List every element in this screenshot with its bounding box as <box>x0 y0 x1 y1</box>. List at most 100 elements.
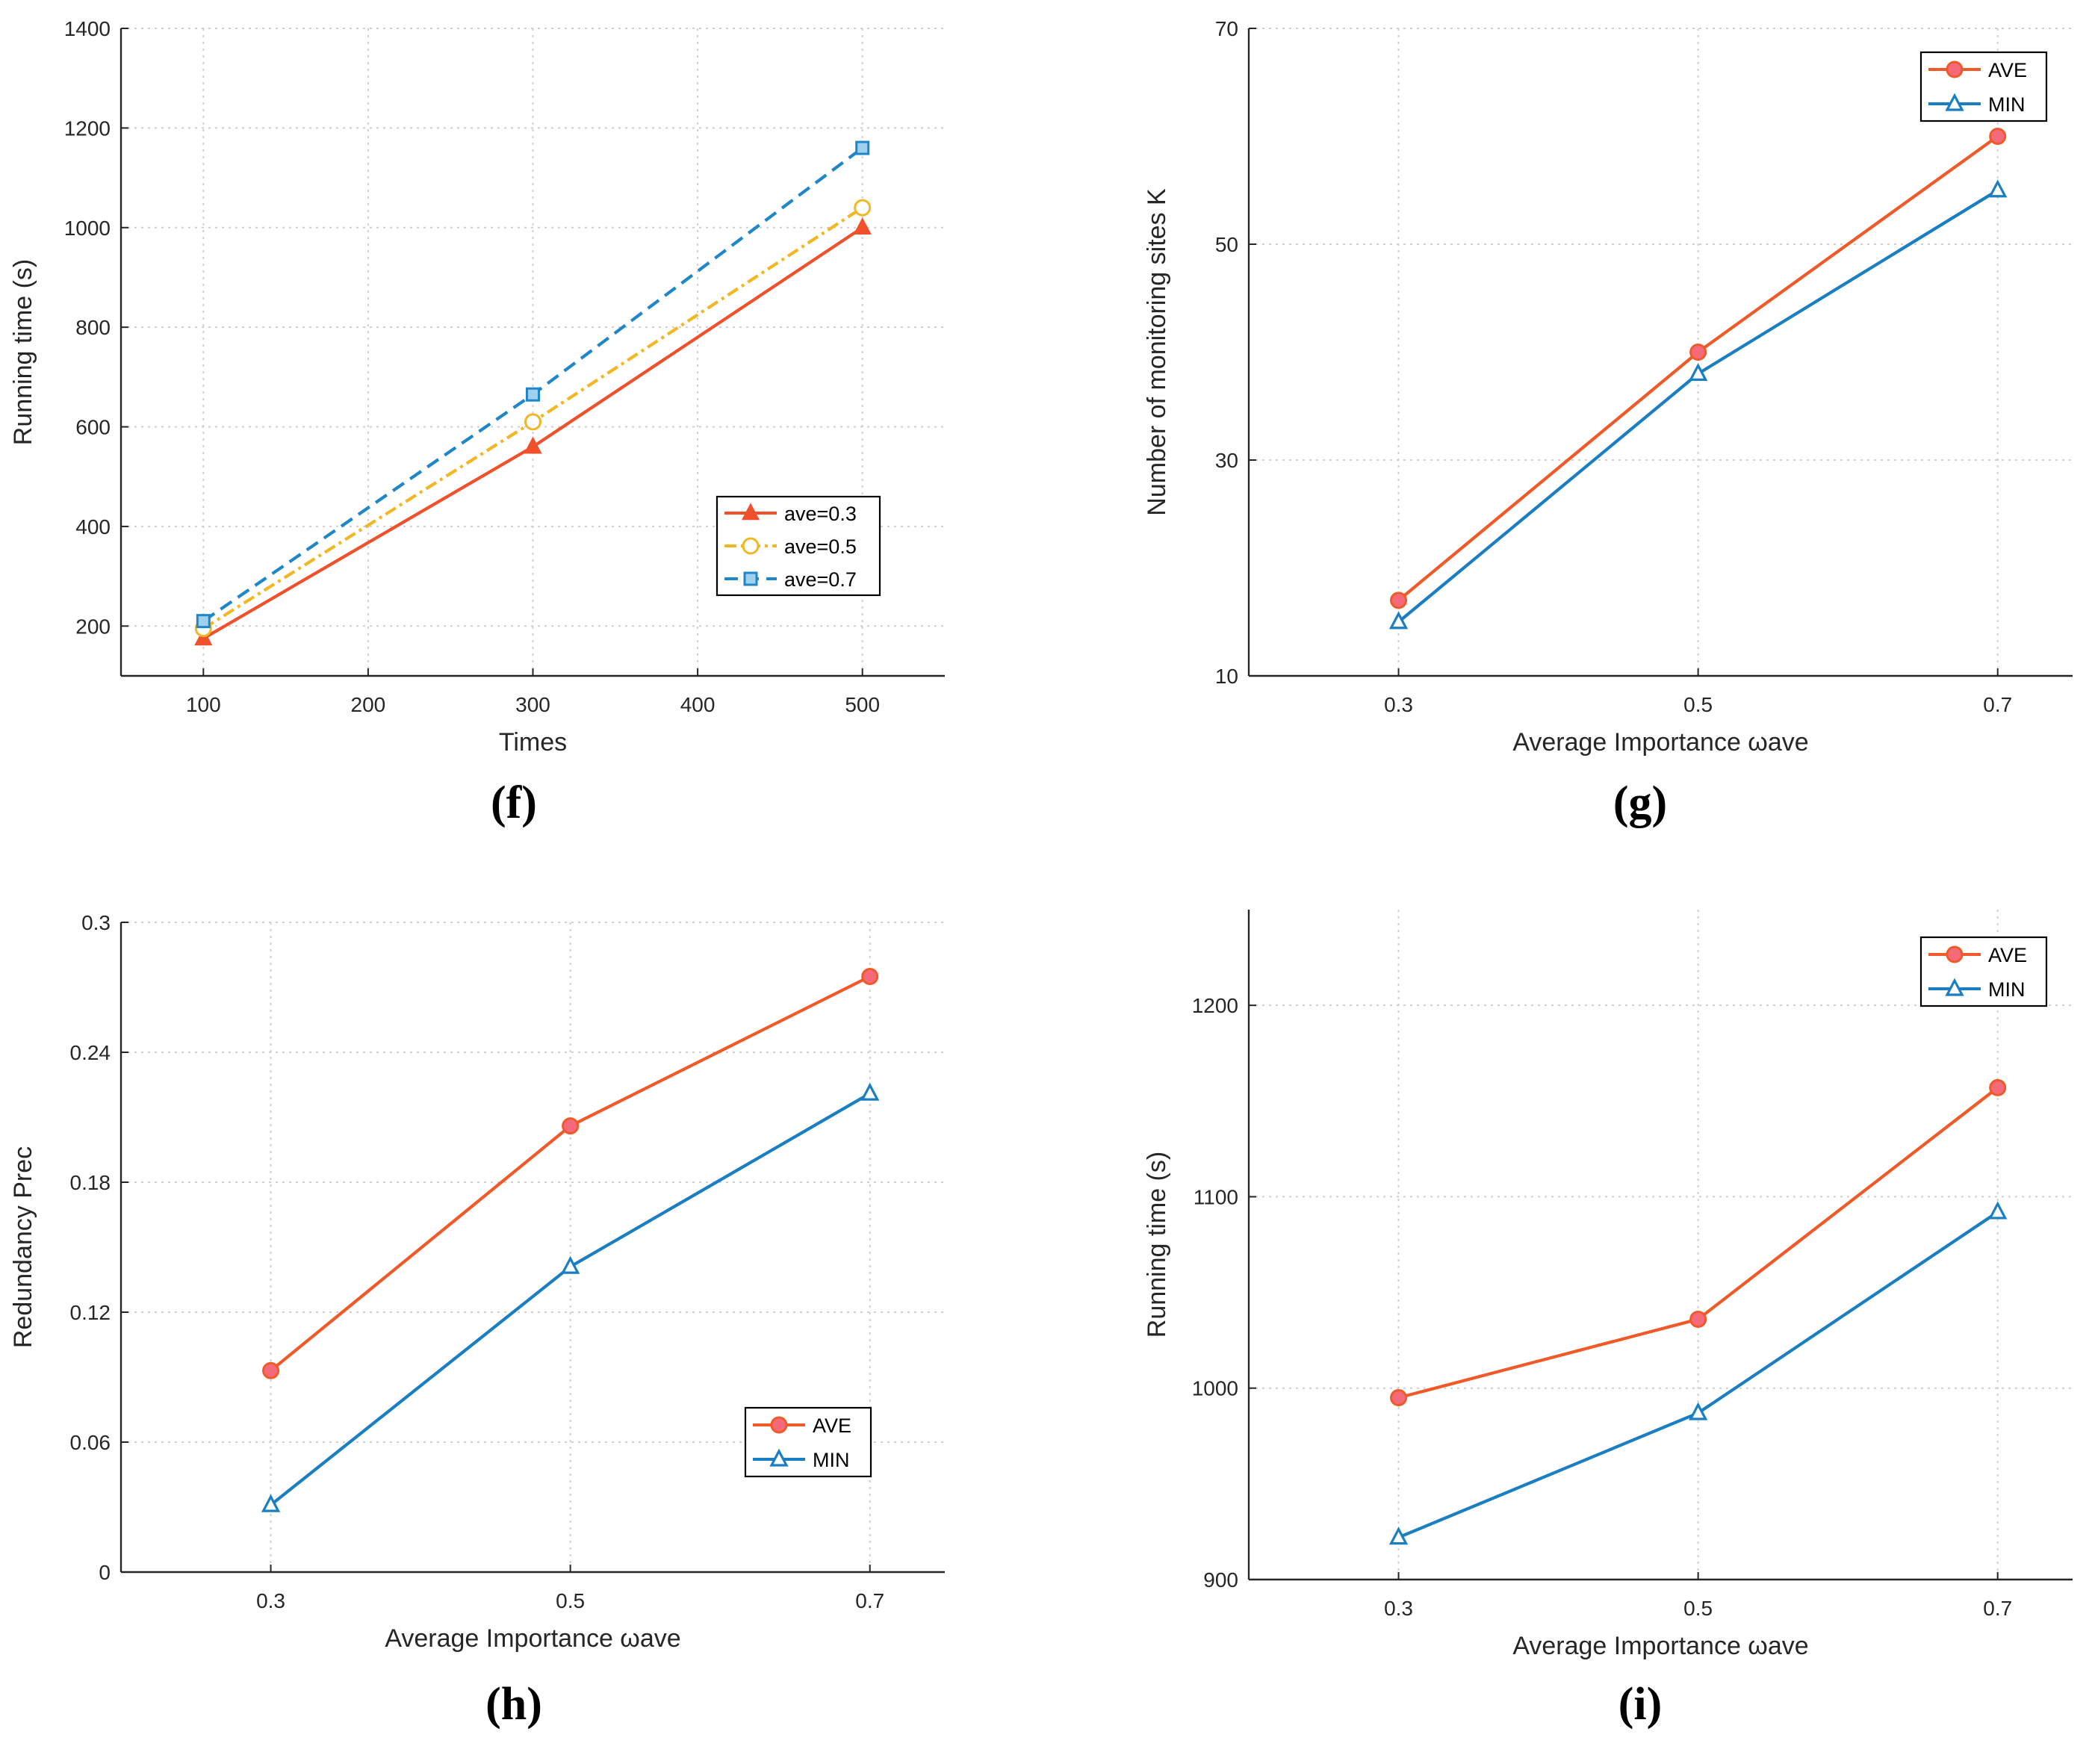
legend-label: MIN <box>813 1449 850 1471</box>
y-axis-label: Number of monitoring sites K <box>1143 188 1171 516</box>
panel-label: (g) <box>1613 777 1667 828</box>
y-axis-label: Running time (s) <box>9 259 37 445</box>
data-point <box>1388 1527 1409 1545</box>
legend-box <box>1919 936 2048 1007</box>
y-tick-label: 600 <box>75 416 111 439</box>
legend-box <box>744 1406 872 1478</box>
y-tick-label: 0 <box>99 1561 111 1584</box>
y-tick-label: 0.24 <box>70 1041 111 1064</box>
y-tick-label: 900 <box>1203 1568 1238 1591</box>
legend-marker <box>1946 60 1964 78</box>
legend: ave=0.3 ave=0.5 ave=0.7 <box>716 495 881 597</box>
x-tick-label: 300 <box>515 693 550 716</box>
legend: AVE MIN <box>744 1406 872 1478</box>
x-tick-label: 500 <box>845 693 880 716</box>
y-tick-label: 10 <box>1215 665 1238 688</box>
y-tick-label: 400 <box>75 515 111 538</box>
chart-i: 0.3 0.5 0.7 900 1000 1100 1200 Average Importan… <box>1143 910 2073 1730</box>
legend-label: ave=0.5 <box>784 535 857 558</box>
y-tick-label: 1400 <box>64 17 111 40</box>
legend-marker <box>769 1448 789 1467</box>
panel-label: (i) <box>1618 1679 1663 1730</box>
y-tick-label: 1200 <box>64 117 111 140</box>
x-axis-label: Times <box>499 728 567 757</box>
chart-f: 100 200 300 400 500 200 400 600 800 1000 1200 1400 T… <box>9 17 945 828</box>
series-line-AVE <box>1398 1086 1999 1400</box>
x-axis-label: Average Importance ωave <box>1512 1632 1808 1660</box>
x-tick-label: 0.3 <box>1384 693 1413 716</box>
legend-label: ave=0.7 <box>784 568 857 591</box>
data-point <box>1388 611 1409 630</box>
x-tick-label: 0.7 <box>1983 693 2012 716</box>
data-point <box>1988 179 2008 198</box>
y-tick-label: 1100 <box>1194 1185 1238 1208</box>
panel-label: (f) <box>491 777 537 828</box>
legend-marker <box>1945 93 1964 111</box>
legend-label: AVE <box>1988 59 2027 81</box>
legend: AVE MIN <box>1919 51 2048 122</box>
x-tick-label: 0.7 <box>1983 1597 2012 1620</box>
y-tick-label: 0.3 <box>81 911 111 934</box>
legend-marker <box>743 571 758 586</box>
legend-label: AVE <box>1988 944 2027 966</box>
legend-marker <box>1945 978 1964 996</box>
panel-label: (h) <box>485 1679 542 1730</box>
data-point <box>854 199 872 217</box>
y-tick-label: 0.18 <box>70 1171 111 1194</box>
data-point <box>1688 1402 1708 1420</box>
y-axis-label: Running time (s) <box>1143 1152 1171 1338</box>
chart-g: 0.3 0.5 0.7 10 30 50 70 Average Importance ωave… <box>1143 17 2073 828</box>
x-tick-label: 0.5 <box>556 1589 585 1612</box>
legend-label: AVE <box>813 1414 851 1437</box>
legend-label: ave=0.3 <box>784 503 857 525</box>
y-axis-label: Redundancy Prec <box>9 1146 37 1348</box>
legend-marker <box>1946 945 1964 963</box>
data-point <box>562 1117 580 1135</box>
x-tick-label: 400 <box>680 693 716 716</box>
x-tick-label: 0.5 <box>1683 693 1713 716</box>
y-tick-label: 0.12 <box>70 1301 111 1324</box>
data-point <box>1989 1078 2007 1096</box>
legend-marker <box>742 537 760 555</box>
x-tick-label: 100 <box>186 693 221 716</box>
x-tick-label: 0.3 <box>1384 1597 1413 1620</box>
x-axis-label: Average Importance ωave <box>1512 728 1808 757</box>
data-point <box>194 628 213 646</box>
data-point <box>1689 1310 1707 1328</box>
x-tick-label: 0.5 <box>1683 1597 1713 1620</box>
legend: AVE MIN <box>1919 936 2048 1007</box>
x-tick-label: 200 <box>351 693 386 716</box>
data-point <box>1988 1201 2008 1220</box>
legend-label: MIN <box>1988 978 2026 1001</box>
data-point <box>261 1494 281 1512</box>
y-tick-label: 200 <box>75 615 111 638</box>
data-point <box>1989 128 2007 145</box>
y-tick-label: 0.06 <box>70 1431 111 1454</box>
y-tick-label: 70 <box>1215 17 1238 40</box>
data-point <box>524 436 542 454</box>
y-tick-label: 800 <box>75 316 111 339</box>
legend-label: MIN <box>1988 93 2026 116</box>
x-axis-label: Average Importance ωave <box>385 1624 680 1653</box>
data-point <box>262 1361 280 1379</box>
data-point <box>861 968 879 985</box>
x-tick-label: 0.7 <box>855 1589 884 1612</box>
legend-box <box>1919 51 2048 122</box>
data-point <box>524 413 541 431</box>
data-point <box>1390 591 1408 609</box>
data-point <box>1689 344 1707 361</box>
data-point <box>1390 1389 1408 1407</box>
y-tick-label: 1000 <box>64 217 111 240</box>
data-point <box>1688 362 1708 381</box>
data-point <box>855 140 870 155</box>
chart-h: 0.3 0.5 0.7 0 0.06 0.12 0.18 0.24 0.3 Average Imp… <box>9 911 945 1730</box>
y-tick-label: 50 <box>1215 233 1238 256</box>
data-point <box>860 1082 880 1101</box>
legend-marker <box>770 1416 788 1434</box>
legend-marker <box>741 503 760 521</box>
data-point <box>196 614 211 629</box>
data-point <box>853 217 872 235</box>
y-tick-label: 1000 <box>1192 1377 1238 1400</box>
y-tick-label: 30 <box>1215 449 1238 472</box>
